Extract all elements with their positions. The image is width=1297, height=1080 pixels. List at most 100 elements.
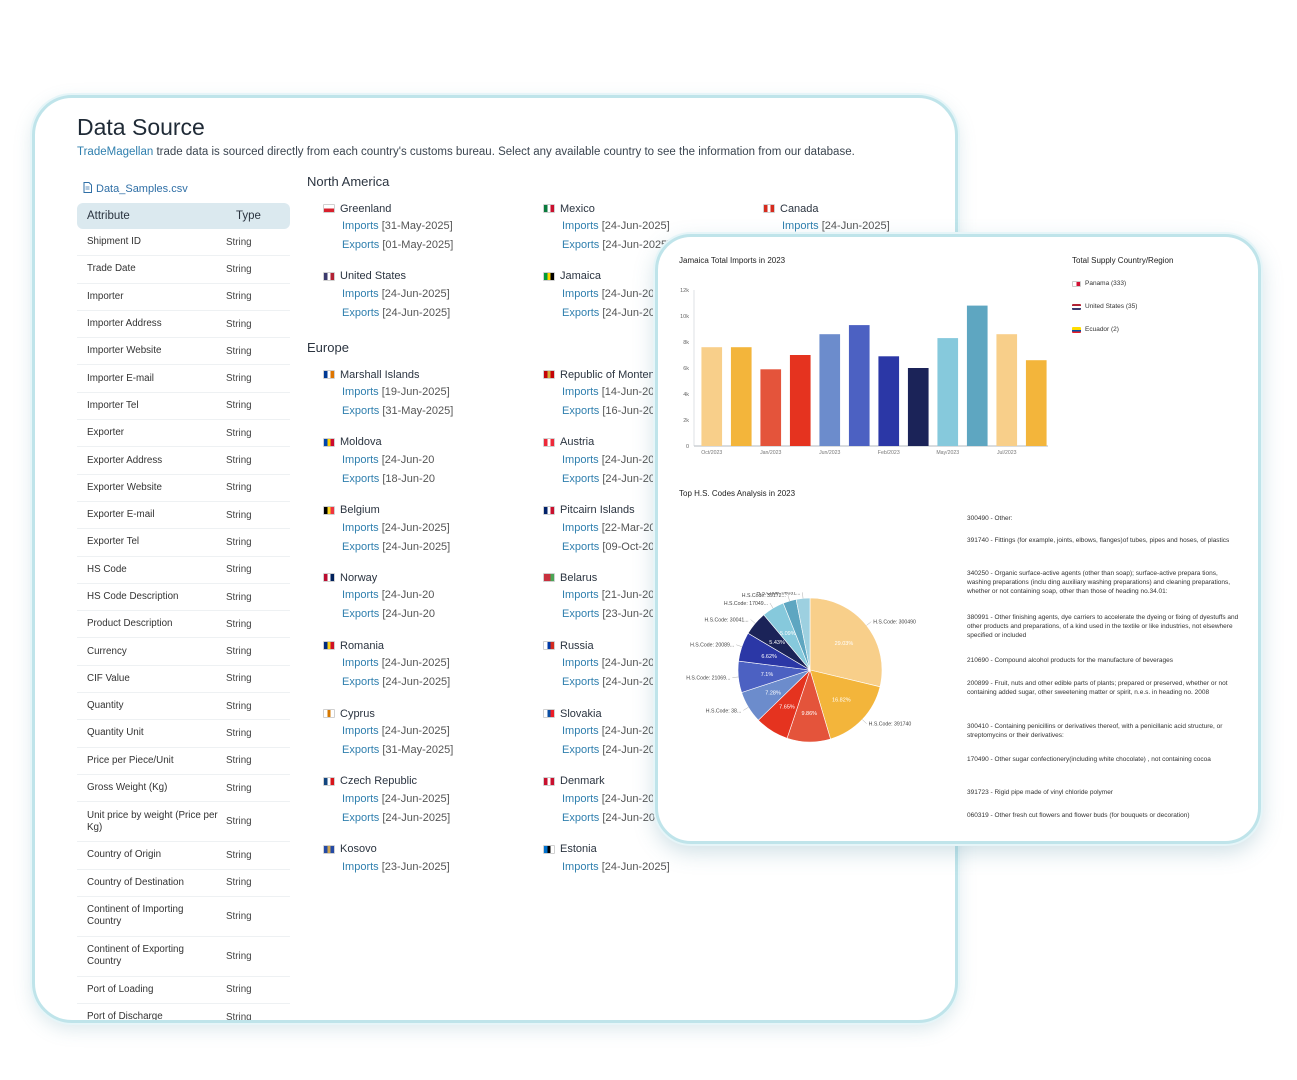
country-name[interactable]: Austria	[543, 435, 743, 450]
country-name[interactable]: Republic of Monten	[543, 367, 743, 382]
exports-link[interactable]: Exports	[562, 306, 600, 319]
exports-link[interactable]: Exports	[342, 472, 380, 485]
brand-link[interactable]: TradeMagellan	[77, 146, 154, 158]
imports-line: Imports [24-Jun-2025]	[323, 522, 523, 537]
imports-link[interactable]: Imports	[342, 287, 379, 300]
imports-link[interactable]: Imports	[562, 657, 599, 670]
country-name[interactable]: Belarus	[543, 570, 743, 585]
exports-line: Exports [09-Oct-20	[543, 541, 743, 556]
imports-link[interactable]: Imports	[562, 453, 599, 466]
country-name[interactable]: Greenland	[323, 201, 523, 216]
imports-link[interactable]: Imports	[562, 725, 599, 737]
exports-link[interactable]: Exports	[562, 811, 600, 824]
flag-icon	[323, 709, 335, 718]
attribute-type: String	[226, 482, 252, 494]
country-name[interactable]: Canada	[763, 201, 955, 216]
country-name[interactable]: Cyprus	[323, 706, 523, 721]
exports-link[interactable]: Exports	[562, 239, 600, 251]
country-name[interactable]: Russia	[543, 638, 743, 653]
attribute-name: Currency	[87, 645, 127, 657]
exports-date: [24-Jun-2025]	[379, 811, 451, 824]
country-name[interactable]: Mexico	[543, 201, 743, 216]
attribute-row: Importer Address String	[77, 311, 290, 339]
exports-date: [16-Jun-20	[599, 405, 655, 417]
exports-link[interactable]: Exports	[342, 608, 380, 621]
imports-link[interactable]: Imports	[782, 220, 819, 232]
country-name[interactable]: Norway	[323, 570, 523, 585]
imports-line: Imports [24-Jun-2025]	[323, 793, 523, 808]
imports-link[interactable]: Imports	[342, 589, 379, 602]
exports-link[interactable]: Exports	[342, 405, 380, 417]
imports-link[interactable]: Imports	[562, 386, 599, 398]
attribute-name: Quantity	[87, 700, 124, 712]
legend-item-panama: Panama (333)	[1072, 280, 1126, 287]
attribute-type: String	[226, 263, 252, 275]
country-name[interactable]: Kosovo	[323, 842, 523, 857]
us-flag-icon	[1072, 303, 1081, 310]
slice-percent-label: 7.28%	[765, 690, 781, 696]
exports-link[interactable]: Exports	[562, 744, 600, 756]
country-name[interactable]: Romania	[323, 638, 523, 653]
imports-link[interactable]: Imports	[342, 860, 379, 873]
exports-link[interactable]: Exports	[342, 239, 380, 251]
exports-link[interactable]: Exports	[342, 540, 380, 553]
attribute-name: HS Code Description	[87, 591, 179, 602]
hs-code-description: 200899 - Fruit, nuts and other edible pa…	[967, 680, 1228, 696]
imports-link[interactable]: Imports	[342, 453, 379, 466]
attribute-name: Unit price by weight (Price per Kg)	[87, 809, 218, 833]
imports-link[interactable]: Imports	[562, 860, 599, 873]
x-tick-label: Jun/2023	[819, 450, 840, 456]
exports-link[interactable]: Exports	[342, 744, 380, 756]
imports-link[interactable]: Imports	[342, 725, 379, 737]
exports-line: Exports [24-Jun-2025]	[323, 307, 523, 322]
flag-icon	[323, 370, 335, 379]
attribute-type: String	[226, 373, 252, 385]
country-name[interactable]: Estonia	[543, 842, 743, 857]
attribute-name: Continent of Importing Country	[87, 904, 184, 928]
country-name[interactable]: Moldova	[323, 435, 523, 450]
exports-link[interactable]: Exports	[562, 540, 600, 553]
attribute-type: String	[226, 455, 252, 467]
country-denmark: Denmark Imports [24-Jun-2025] Exports [24-…	[543, 774, 743, 827]
country-name[interactable]: Jamaica	[543, 269, 743, 284]
imports-link[interactable]: Imports	[342, 792, 379, 805]
imports-date: [24-Jun-2025]	[818, 220, 890, 232]
country-name[interactable]: Denmark	[543, 774, 743, 789]
exports-link[interactable]: Exports	[562, 472, 600, 485]
country-name[interactable]: Belgium	[323, 503, 523, 518]
exports-link[interactable]: Exports	[342, 306, 380, 319]
imports-date: [24-Jun-20	[598, 657, 655, 670]
attribute-name: Exporter	[87, 427, 125, 439]
imports-link[interactable]: Imports	[562, 287, 599, 300]
imports-link[interactable]: Imports	[562, 220, 599, 232]
legend-label: Panama (333)	[1085, 280, 1127, 287]
imports-link[interactable]: Imports	[342, 657, 379, 670]
imports-link[interactable]: Imports	[562, 521, 599, 534]
country-name[interactable]: United States	[323, 269, 523, 284]
country-name[interactable]: Marshall Islands	[323, 367, 523, 382]
country-name[interactable]: Slovakia	[543, 706, 743, 721]
exports-link[interactable]: Exports	[562, 608, 600, 621]
country-name[interactable]: Czech Republic	[323, 774, 523, 789]
imports-link[interactable]: Imports	[342, 521, 379, 534]
exports-link[interactable]: Exports	[342, 811, 380, 824]
file-icon	[83, 182, 92, 196]
attribute-row: Price per Piece/Unit String	[77, 748, 290, 775]
attribute-name: Shipment ID	[87, 236, 141, 248]
exports-link[interactable]: Exports	[562, 676, 600, 689]
attribute-name: CIF Value	[87, 672, 130, 684]
csv-download-link[interactable]: Data_Samples.csv	[83, 182, 188, 196]
exports-link[interactable]: Exports	[562, 405, 600, 417]
intro-text: TradeMagellan trade data is sourced dire…	[77, 146, 855, 158]
imports-link[interactable]: Imports	[342, 386, 379, 398]
bar	[907, 368, 929, 446]
imports-link[interactable]: Imports	[342, 220, 379, 232]
attribute-row: Product Description String	[77, 611, 290, 639]
exports-link[interactable]: Exports	[342, 676, 380, 689]
attribute-name: Quantity Unit	[87, 727, 144, 739]
imports-link[interactable]: Imports	[562, 792, 599, 805]
country-name[interactable]: Pitcairn Islands	[543, 503, 743, 518]
imports-link[interactable]: Imports	[562, 589, 599, 602]
attribute-type: String	[226, 646, 252, 658]
exports-line: Exports [24-Jun-2025]	[543, 239, 743, 254]
